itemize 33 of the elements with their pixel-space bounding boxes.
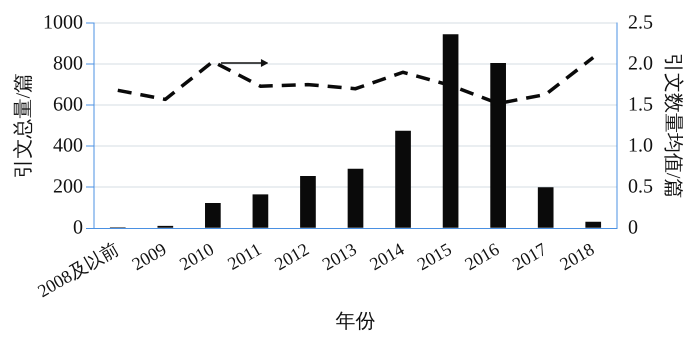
x-tick-label: 2015 [414, 238, 455, 274]
bar [585, 222, 602, 228]
x-tick-label: 2017 [508, 238, 550, 274]
y-tick-label: 800 [53, 52, 83, 74]
bar [538, 187, 554, 228]
bar [205, 203, 221, 228]
y2-tick-label: 0 [628, 216, 638, 239]
x-tick-label: 2013 [318, 238, 360, 274]
y2-tick-label: 0.5 [628, 175, 653, 198]
y2-tick-label: 2.5 [628, 11, 653, 34]
y-tick-label: 400 [53, 134, 83, 156]
x-tick-label: 2018 [556, 238, 598, 274]
x-tick-label: 2009 [128, 238, 170, 274]
y-tick-label: 0 [73, 216, 83, 239]
x-tick-label: 2014 [366, 238, 408, 274]
y-tick-label: 200 [53, 175, 83, 198]
y2-tick-label: 2.0 [628, 52, 653, 74]
y2-axis-title: 引文数量均值/篇 [662, 52, 684, 198]
y2-tick-label: 1.0 [628, 134, 653, 156]
x-tick-label: 2011 [224, 238, 265, 274]
y-tick-label: 1000 [43, 11, 83, 34]
y-tick-label: 600 [53, 93, 83, 116]
x-tick-label: 2008及以前 [34, 238, 122, 302]
x-tick-label: 2010 [176, 238, 218, 274]
y-axis-title: 引文总量/篇 [12, 72, 34, 178]
x-tick-label: 2016 [461, 238, 503, 274]
bar [300, 176, 316, 228]
bar [252, 194, 268, 228]
x-axis-title: 年份 [336, 310, 376, 332]
y2-tick-label: 1.5 [628, 93, 653, 116]
bar [348, 168, 364, 228]
bar [395, 130, 411, 228]
x-tick-label: 2012 [271, 238, 312, 274]
